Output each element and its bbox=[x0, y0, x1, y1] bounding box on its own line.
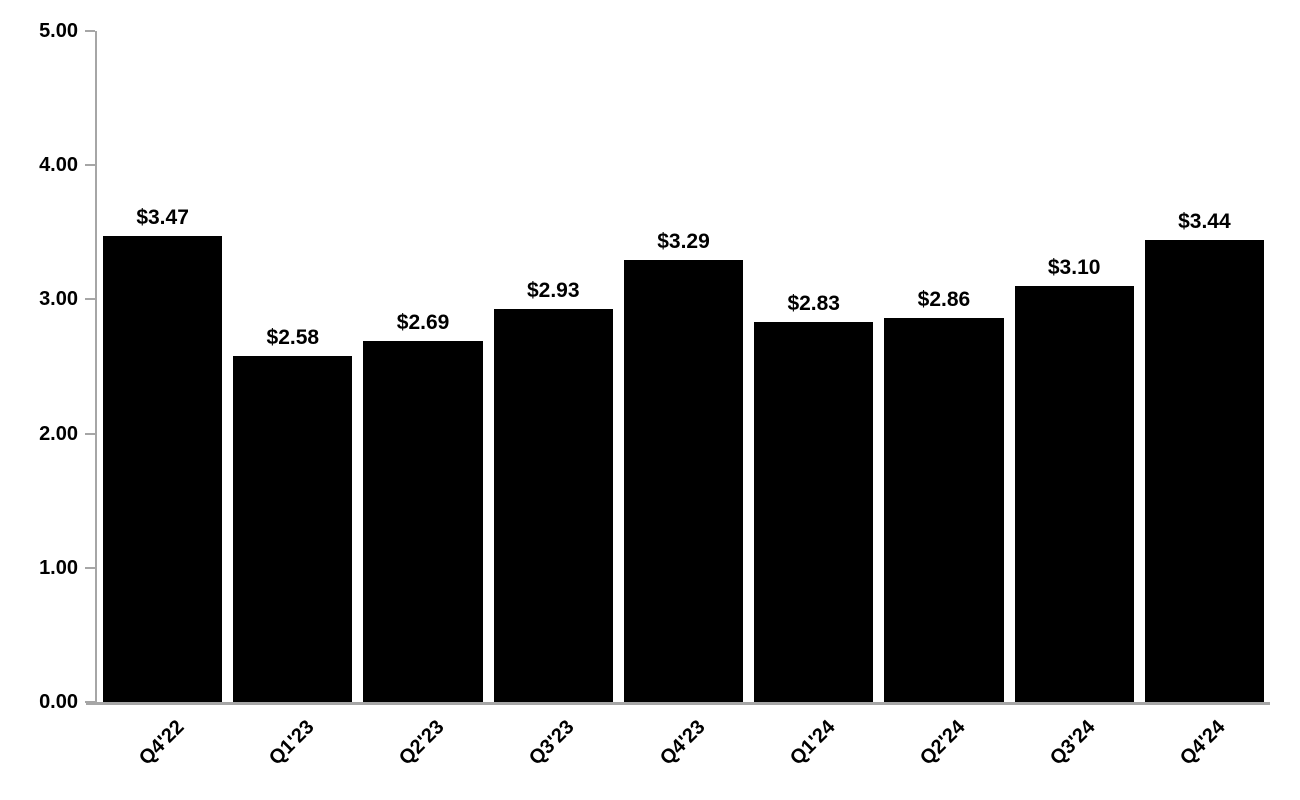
bar bbox=[493, 308, 613, 702]
y-axis-tick-label: 4.00 bbox=[39, 154, 78, 177]
x-axis-category-label: Q2'23 bbox=[395, 716, 449, 770]
y-axis-tick-label: 0.00 bbox=[39, 691, 78, 713]
y-axis-tick bbox=[85, 164, 95, 167]
x-axis-category-label: Q4'24 bbox=[1176, 716, 1230, 770]
y-axis-tick-label: 3.00 bbox=[39, 288, 78, 311]
x-axis-category-label: Q1'24 bbox=[785, 716, 840, 770]
bar-value-label: $3.47 bbox=[136, 206, 189, 230]
bar bbox=[754, 322, 874, 702]
y-axis-tick bbox=[85, 298, 95, 301]
bar-value-label: $3.10 bbox=[1047, 255, 1101, 279]
y-axis-tick bbox=[85, 701, 95, 703]
bar-value-label: $2.69 bbox=[396, 311, 450, 334]
bar bbox=[1144, 240, 1264, 702]
bar bbox=[233, 355, 353, 702]
y-axis-tick-label: 2.00 bbox=[39, 422, 78, 445]
x-axis-category-label: Q1'23 bbox=[264, 716, 319, 770]
bar-value-label: $3.29 bbox=[657, 230, 710, 254]
bar-value-label: $3.44 bbox=[1178, 210, 1231, 234]
bar bbox=[363, 341, 483, 702]
y-axis-tick bbox=[85, 432, 95, 435]
bar-value-label: $2.86 bbox=[917, 288, 971, 312]
y-axis-tick bbox=[85, 30, 95, 32]
x-axis-category-label: Q2'24 bbox=[915, 716, 970, 770]
y-axis-tick-label: 1.00 bbox=[39, 556, 78, 579]
bar-value-label: $2.93 bbox=[526, 278, 580, 302]
x-axis-category-label: Q3'23 bbox=[525, 716, 579, 770]
x-axis-category-label: Q4'22 bbox=[134, 716, 189, 770]
y-axis-line bbox=[95, 31, 97, 704]
bar bbox=[623, 260, 744, 702]
x-axis-category-label: Q4'23 bbox=[655, 716, 710, 770]
x-axis-category-label: Q3'24 bbox=[1046, 716, 1100, 770]
bar bbox=[884, 318, 1004, 702]
bar bbox=[1014, 285, 1134, 702]
y-axis-tick bbox=[85, 566, 95, 569]
bar-value-label: $2.83 bbox=[787, 292, 840, 316]
x-axis-line bbox=[86, 702, 1270, 705]
bar bbox=[103, 236, 223, 702]
y-axis-tick-label: 5.00 bbox=[39, 20, 78, 42]
bar-value-label: $2.58 bbox=[266, 325, 320, 349]
